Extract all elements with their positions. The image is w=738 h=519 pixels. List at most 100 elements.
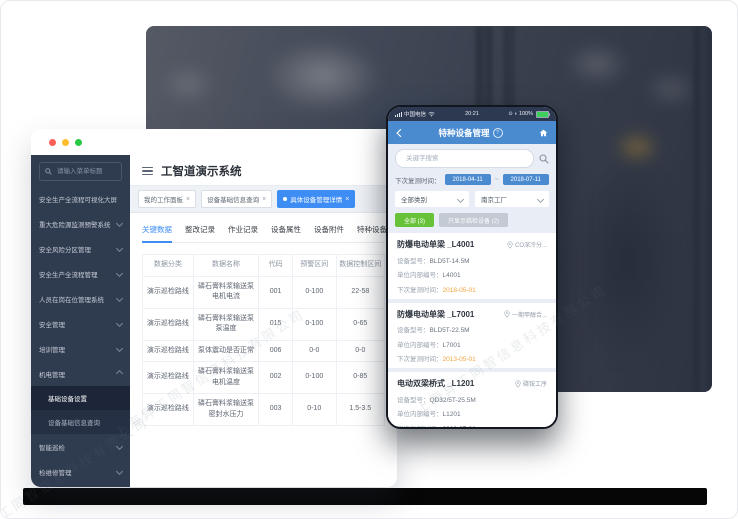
sidebar-item-maintenance-mgmt[interactable]: 检维修管理	[31, 459, 130, 484]
equipment-title: 防爆电动单梁 _L7001	[397, 309, 475, 319]
sidebar-item-mech-elec-mgmt[interactable]: 机电管理	[31, 361, 130, 386]
tab-rectification-records[interactable]: 整改记录	[185, 225, 215, 234]
factory-select[interactable]: 南京工厂	[475, 191, 549, 207]
bottom-black-bar	[23, 488, 707, 505]
date-to-button[interactable]: 2018-07-11	[502, 174, 549, 185]
equipment-location: 磷铵工序	[522, 382, 547, 388]
sidebar-item-risk-zone[interactable]: 安全风险分区管理	[31, 236, 130, 261]
retest-label: 下次复测时间：	[397, 286, 443, 294]
internal-code-label: 单位内部编号：	[397, 272, 443, 279]
tab-my-workpanel[interactable]: 我的工作面板 ×	[138, 190, 197, 208]
sidebar-subitem-device-info-query[interactable]: 设备基础信息查询	[48, 420, 100, 427]
main-panel: 工智道演示系统 我的工作面板 × 设备基础信息查询 × 具体设备管理详情 ×	[130, 155, 397, 487]
chevron-down-icon	[115, 467, 124, 476]
list-item[interactable]: 电动双梁桥式 _L1201 磷铵工序 设备型号：QD32/5T-25.5M 单位…	[388, 372, 556, 427]
sidebar-search-input[interactable]	[55, 167, 116, 176]
phone-statusbar: 中国电信 20:21 ⊙ ◑ 100%	[388, 107, 556, 121]
equipment-list: 防爆电动单梁 _L4001 CO深冷分... 设备型号：BLD5T-14.5M …	[388, 233, 556, 427]
sidebar-item-training-mgmt[interactable]: 培训管理	[31, 336, 130, 361]
list-item[interactable]: 防爆电动单梁 _L4001 CO深冷分... 设备型号：BLD5T-14.5M …	[388, 233, 556, 303]
chevron-down-icon	[115, 319, 124, 328]
chevron-down-icon	[536, 195, 545, 203]
close-tab-icon[interactable]: ×	[186, 195, 191, 203]
detail-tab-bar: 关键数据 整改记录 作业记录 设备属性 设备附件 特种设备附件	[142, 224, 397, 243]
chevron-down-icon	[456, 195, 465, 203]
table-row: 演示巡检路线 泵体震动是否正常 006 0-0 0-0	[142, 339, 386, 362]
sidebar-subitem-basic-device-setup[interactable]: 基础设备设置	[31, 386, 130, 410]
close-tab-icon[interactable]: ×	[262, 195, 267, 203]
chevron-down-icon	[115, 269, 124, 278]
table-row: 演示巡检路线 磷石膏料浆输送泵泵温度 015 0-100 0-65	[142, 307, 386, 341]
location-pin-icon	[515, 379, 521, 388]
phone-search-input[interactable]	[404, 154, 525, 163]
carrier-label: 中国电信	[404, 112, 427, 118]
active-tab-dot-icon	[283, 197, 288, 201]
sidebar-item-personnel[interactable]: 人员在岗在位管理系统	[31, 286, 130, 311]
photo-pipe	[694, 26, 712, 392]
sidebar-item-safety-process[interactable]: 安全生产全流程管理	[31, 261, 130, 286]
battery-percent-label: 100%	[518, 111, 534, 117]
photo-helmet-highlight	[644, 70, 698, 108]
chip-inspection-only-filter[interactable]: 只显示临检设备 (2)	[439, 213, 509, 227]
equipment-title: 电动双梁桥式 _L1201	[397, 379, 475, 388]
tab-key-data[interactable]: 关键数据	[142, 224, 172, 243]
equipment-title: 防爆电动单梁 _L4001	[397, 240, 475, 249]
tab-device-attributes[interactable]: 设备属性	[271, 225, 301, 234]
list-item[interactable]: 防爆电动单梁 _L7001 一期甲醇合... 设备型号：BLD5T-22.5M …	[388, 302, 556, 372]
retest-label: 下次复测时间：	[397, 426, 443, 428]
chevron-down-icon	[115, 219, 124, 228]
phone-navbar: 特种设备管理 ?	[388, 121, 556, 144]
signal-bars-icon	[395, 111, 402, 117]
minimize-window-button[interactable]	[62, 138, 69, 146]
status-icons: ⊙ ◑	[508, 111, 517, 117]
table-row: 演示巡检路线 磷石膏料浆输送泵密封水压力 003 0-10 1.5-3.5	[142, 393, 386, 426]
sidebar-item-safety-mgmt[interactable]: 安全管理	[31, 311, 130, 336]
search-icon[interactable]	[539, 153, 549, 164]
sidebar: 安全生产全流程可视化大屏 重大危险源监测预警系统 安全风险分区管理 安全生产全流…	[31, 155, 130, 487]
battery-icon	[536, 110, 551, 118]
sidebar-item-visual-screen[interactable]: 安全生产全流程可视化大屏	[39, 196, 117, 204]
phone-mockup: 中国电信 20:21 ⊙ ◑ 100% 特种设备管理 ?	[386, 105, 558, 429]
sidebar-item-hazard-warning[interactable]: 重大危险源监测预警系统	[31, 211, 130, 236]
window-tab-strip: 我的工作面板 × 设备基础信息查询 × 具体设备管理详情 ×	[130, 185, 397, 213]
internal-code-value: L7001	[442, 341, 461, 349]
model-label: 设备型号：	[397, 327, 430, 334]
internal-code-value: L4001	[442, 272, 461, 279]
chevron-down-icon	[115, 442, 124, 451]
internal-code-label: 单位内部编号：	[397, 411, 443, 418]
chip-all-filter[interactable]: 全部 (3)	[395, 213, 435, 227]
hamburger-menu-icon[interactable]	[142, 166, 153, 176]
back-arrow-icon[interactable]	[396, 128, 402, 138]
equipment-location: 一期甲醇合...	[511, 312, 547, 319]
search-icon	[45, 168, 52, 175]
retest-date-value: 2018-07-01	[443, 426, 476, 428]
home-icon[interactable]	[539, 129, 548, 137]
sidebar-item-smart-inspection[interactable]: 智能巡检	[31, 434, 130, 459]
location-pin-icon	[504, 310, 510, 318]
internal-code-label: 单位内部编号：	[397, 341, 443, 349]
date-range-separator: ~	[494, 176, 499, 183]
phone-search-box[interactable]	[395, 149, 534, 168]
category-select[interactable]: 全部类别	[395, 191, 469, 207]
clock-label: 20:21	[465, 111, 479, 117]
close-window-button[interactable]	[49, 138, 56, 146]
model-label: 设备型号：	[397, 396, 430, 404]
tab-work-records[interactable]: 作业记录	[228, 225, 258, 234]
retest-time-label: 下次复测时间：	[395, 177, 441, 185]
zoom-window-button[interactable]	[75, 138, 82, 146]
tab-device-attachments[interactable]: 设备附件	[314, 225, 344, 234]
photo-helmet-highlight	[160, 64, 216, 104]
close-tab-icon[interactable]: ×	[345, 195, 350, 203]
model-value: BLD5T-22.5M	[429, 327, 470, 334]
equipment-location: CO深冷分...	[514, 243, 547, 249]
photo-helmet-highlight	[564, 42, 630, 86]
sidebar-search[interactable]	[39, 162, 122, 181]
content-area: 关键数据 整改记录 作业记录 设备属性 设备附件 特种设备附件 数据分类 数据名…	[130, 213, 397, 487]
key-data-table: 数据分类 数据名称 代码 预警区间 数据控制区间 演示巡检路线 磷石膏料浆输送泵电…	[142, 254, 386, 426]
table-header-row: 数据分类 数据名称 代码 预警区间 数据控制区间	[142, 254, 386, 277]
tab-device-info-query[interactable]: 设备基础信息查询 ×	[201, 190, 273, 208]
model-value: QD32/5T-25.5M	[429, 396, 476, 404]
tab-special-device-attachments[interactable]: 特种设备附件	[357, 225, 397, 234]
date-from-button[interactable]: 2018-04-11	[444, 174, 491, 185]
tab-device-detail-active[interactable]: 具体设备管理详情 ×	[277, 190, 356, 208]
